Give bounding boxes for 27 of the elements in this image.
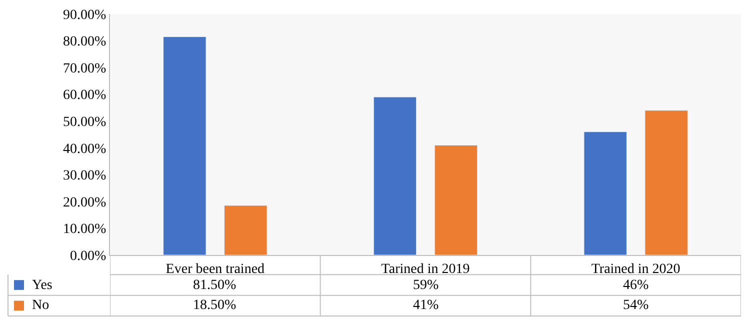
y-tick-label: 10.00% — [63, 222, 107, 238]
y-tick-label: 50.00% — [63, 115, 107, 130]
y-tick-label: 40.00% — [63, 142, 107, 157]
bar — [373, 96, 417, 255]
legend-label: No — [32, 298, 50, 313]
bar — [584, 132, 627, 255]
data-label: 81.50% — [193, 278, 236, 293]
bar — [434, 144, 478, 255]
bar — [644, 110, 688, 255]
y-tick-label: 90.00% — [63, 8, 107, 23]
data-label: 46% — [623, 278, 649, 293]
y-tick-label: 20.00% — [63, 195, 107, 210]
bar — [224, 205, 268, 255]
x-tick-label: Tarined in 2019 — [381, 262, 470, 277]
y-tick-label: 70.00% — [63, 61, 107, 76]
data-label: 41% — [413, 298, 439, 313]
x-tick-label: Trained in 2020 — [591, 262, 680, 277]
data-label: 18.50% — [193, 298, 236, 313]
y-tick-label: 0.00% — [70, 248, 107, 264]
data-label: 59% — [413, 278, 439, 293]
legend-label: Yes — [32, 278, 52, 293]
bar — [163, 36, 206, 255]
data-label: 54% — [623, 298, 649, 313]
y-tick-label: 30.00% — [63, 168, 107, 184]
y-tick-label: 80.00% — [63, 34, 107, 50]
y-tick-label: 60.00% — [63, 88, 107, 104]
x-tick-label: Ever been trained — [166, 262, 265, 277]
